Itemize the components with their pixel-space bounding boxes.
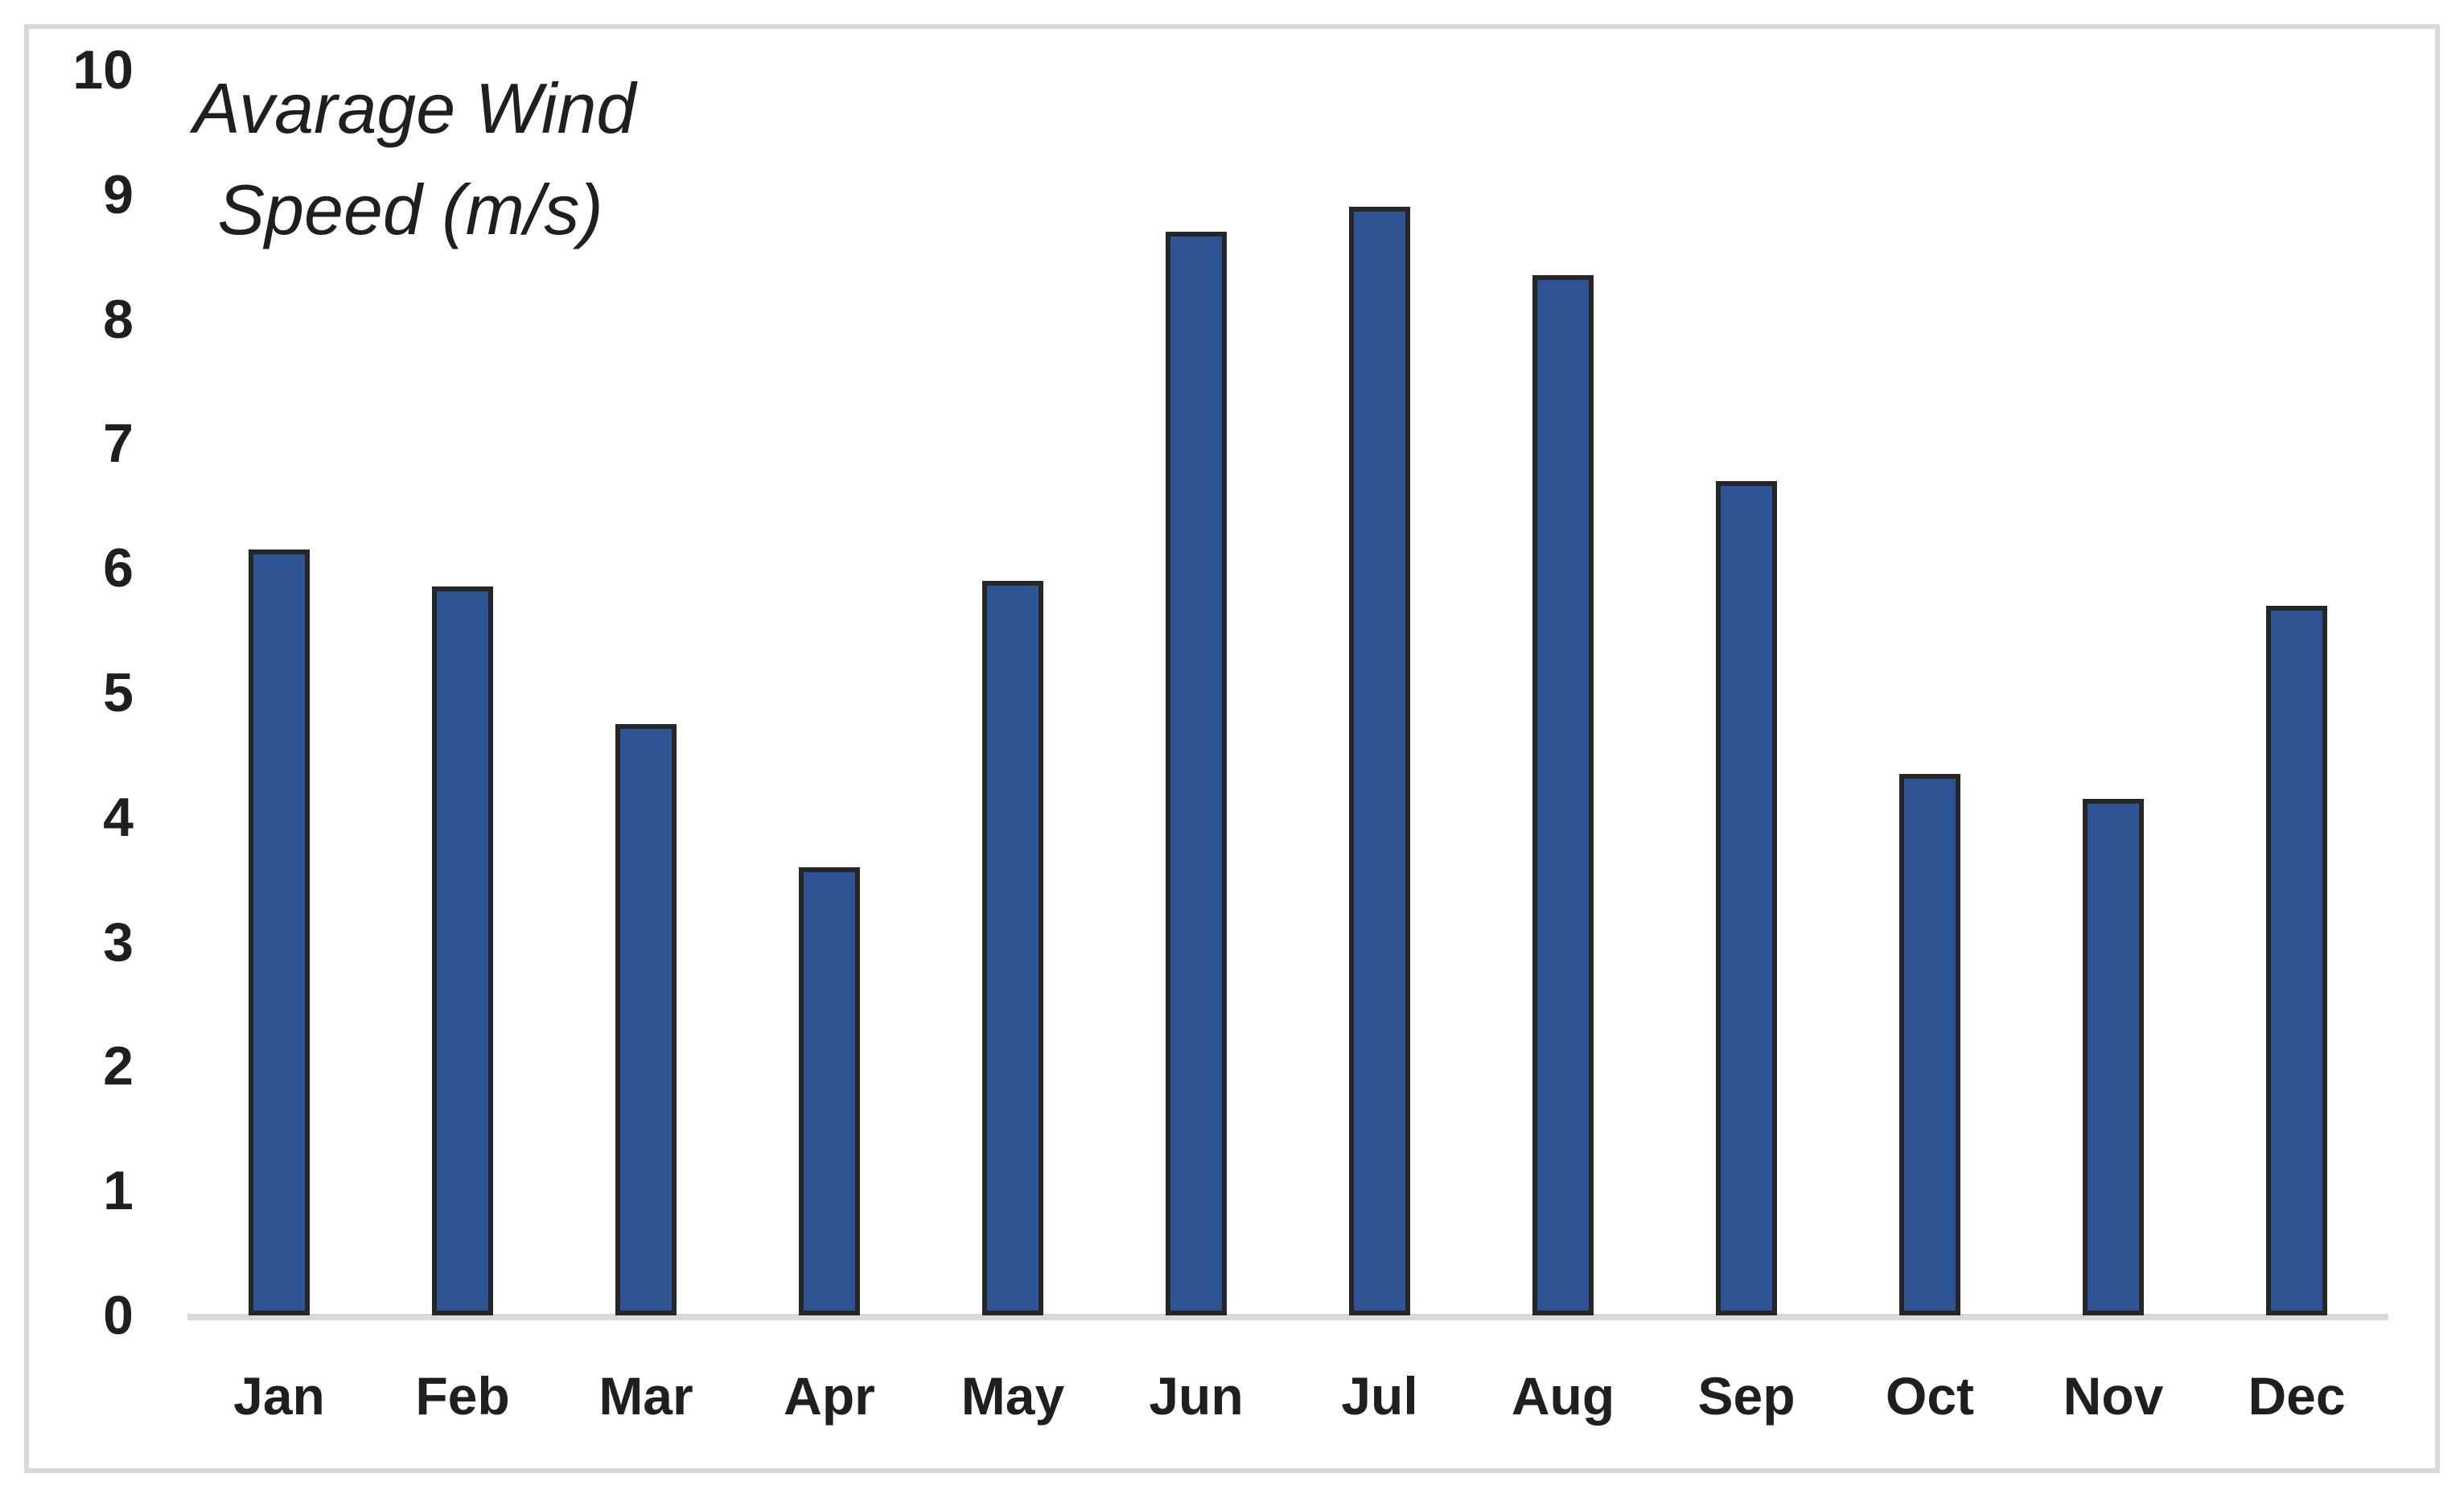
y-tick-label-0: 0 bbox=[103, 1285, 134, 1346]
bar-jan bbox=[249, 549, 310, 1315]
chart-title: Avarage Wind Speed (m/s) bbox=[193, 58, 636, 261]
bar-feb bbox=[432, 586, 493, 1315]
bar-oct bbox=[1899, 773, 1960, 1315]
x-tick-label-may: May bbox=[961, 1366, 1065, 1426]
x-tick-label-apr: Apr bbox=[784, 1366, 875, 1426]
x-tick-label-sep: Sep bbox=[1697, 1366, 1796, 1426]
x-tick-label-mar: Mar bbox=[599, 1366, 693, 1426]
y-tick-label-9: 9 bbox=[103, 163, 134, 225]
x-tick-label-jan: Jan bbox=[233, 1366, 325, 1426]
y-tick-label-6: 6 bbox=[103, 537, 134, 599]
bar-apr bbox=[799, 866, 860, 1315]
y-tick-label-3: 3 bbox=[103, 911, 134, 973]
y-tick-label-1: 1 bbox=[103, 1160, 134, 1222]
bar-may bbox=[982, 580, 1043, 1315]
x-tick-label-dec: Dec bbox=[2248, 1366, 2346, 1426]
bar-aug bbox=[1532, 275, 1594, 1315]
y-tick-label-2: 2 bbox=[103, 1035, 134, 1097]
bar-jul bbox=[1349, 207, 1410, 1315]
bar-mar bbox=[615, 723, 677, 1315]
x-tick-label-oct: Oct bbox=[1885, 1366, 1975, 1426]
x-tick-label-jul: Jul bbox=[1341, 1366, 1418, 1426]
chart-title-line2: Speed (m/s) bbox=[217, 170, 603, 249]
x-tick-label-feb: Feb bbox=[415, 1366, 510, 1426]
bar-sep bbox=[1716, 480, 1777, 1315]
x-tick-label-aug: Aug bbox=[1511, 1366, 1615, 1426]
y-tick-label-4: 4 bbox=[103, 786, 134, 848]
y-tick-label-10: 10 bbox=[72, 39, 134, 101]
x-tick-label-nov: Nov bbox=[2063, 1366, 2164, 1426]
y-tick-label-5: 5 bbox=[103, 662, 134, 723]
chart-frame bbox=[24, 24, 2440, 1473]
x-tick-label-jun: Jun bbox=[1149, 1366, 1244, 1426]
chart-title-line1: Avarage Wind bbox=[193, 68, 636, 148]
bar-dec bbox=[2266, 605, 2327, 1315]
y-tick-label-7: 7 bbox=[103, 413, 134, 475]
y-tick-label-8: 8 bbox=[103, 288, 134, 350]
x-axis-line bbox=[187, 1314, 2388, 1320]
bar-nov bbox=[2083, 798, 2144, 1315]
bar-jun bbox=[1166, 232, 1227, 1315]
